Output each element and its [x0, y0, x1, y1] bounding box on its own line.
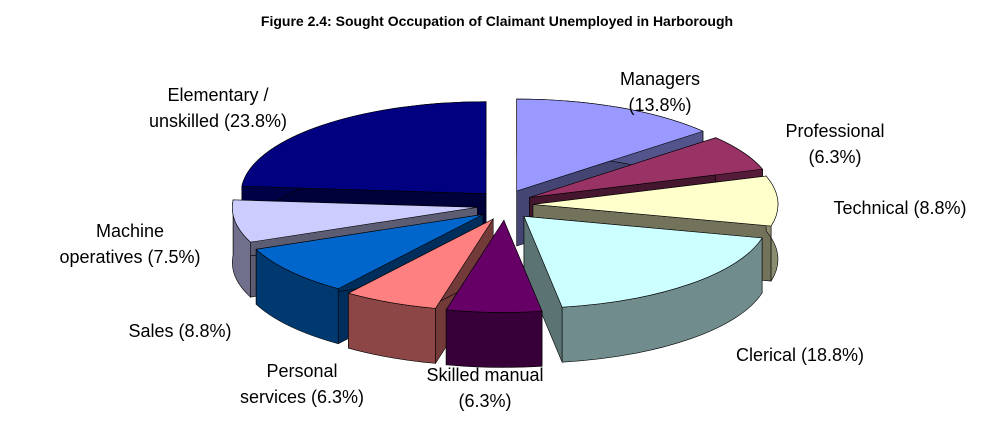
category-label: Managers — [619, 69, 701, 89]
slice-label: Skilled manual (6.3%) — [418, 362, 553, 414]
slice-label: Elementary / unskilled (23.8%) — [138, 82, 298, 134]
slice-label: Professional (6.3%) — [765, 118, 905, 170]
slice-top — [532, 175, 779, 227]
value-label: (6.3%) — [808, 147, 862, 167]
slice-label: Managers (13.8%) — [610, 66, 710, 118]
slice-label: Clerical (18.8%) — [736, 342, 864, 368]
slice-top — [516, 98, 704, 192]
slice-top — [347, 218, 495, 309]
slice — [445, 219, 543, 368]
slice-top — [523, 215, 763, 308]
slice-label: Technical (8.8%) — [833, 195, 966, 221]
slice-label: Sales (8.8%) — [128, 318, 231, 344]
value-label: (13.8%) — [628, 95, 692, 115]
value-label: (6.3%) — [458, 391, 512, 411]
slice-top — [241, 101, 487, 194]
category-label: Skilled manual — [426, 365, 544, 385]
value-label: (6.3%) — [311, 387, 365, 407]
value-label: (7.5%) — [147, 247, 201, 267]
category-label: Professional — [785, 121, 885, 141]
category-label: Clerical — [735, 345, 796, 365]
value-label: (23.8%) — [224, 111, 288, 131]
slice — [523, 215, 763, 363]
category-label: Technical — [833, 198, 909, 218]
value-label: (8.8%) — [178, 321, 232, 341]
value-label: (8.8%) — [913, 198, 967, 218]
slice-label: Personal services (6.3%) — [235, 358, 370, 410]
slice-top — [232, 199, 478, 243]
value-label: (18.8%) — [801, 345, 865, 365]
category-label: Sales — [128, 321, 174, 341]
category-label: Personal services — [239, 361, 338, 407]
slice-label: Machine operatives (7.5%) — [55, 218, 205, 270]
chart-title: Figure 2.4: Sought Occupation of Claiman… — [261, 13, 733, 29]
slice-top — [445, 219, 543, 313]
category-label: Elementary / unskilled — [148, 85, 269, 131]
slice-side — [445, 309, 543, 368]
slice-top — [255, 214, 484, 290]
category-label: Machine operatives — [59, 221, 165, 267]
slice-top — [529, 137, 764, 198]
